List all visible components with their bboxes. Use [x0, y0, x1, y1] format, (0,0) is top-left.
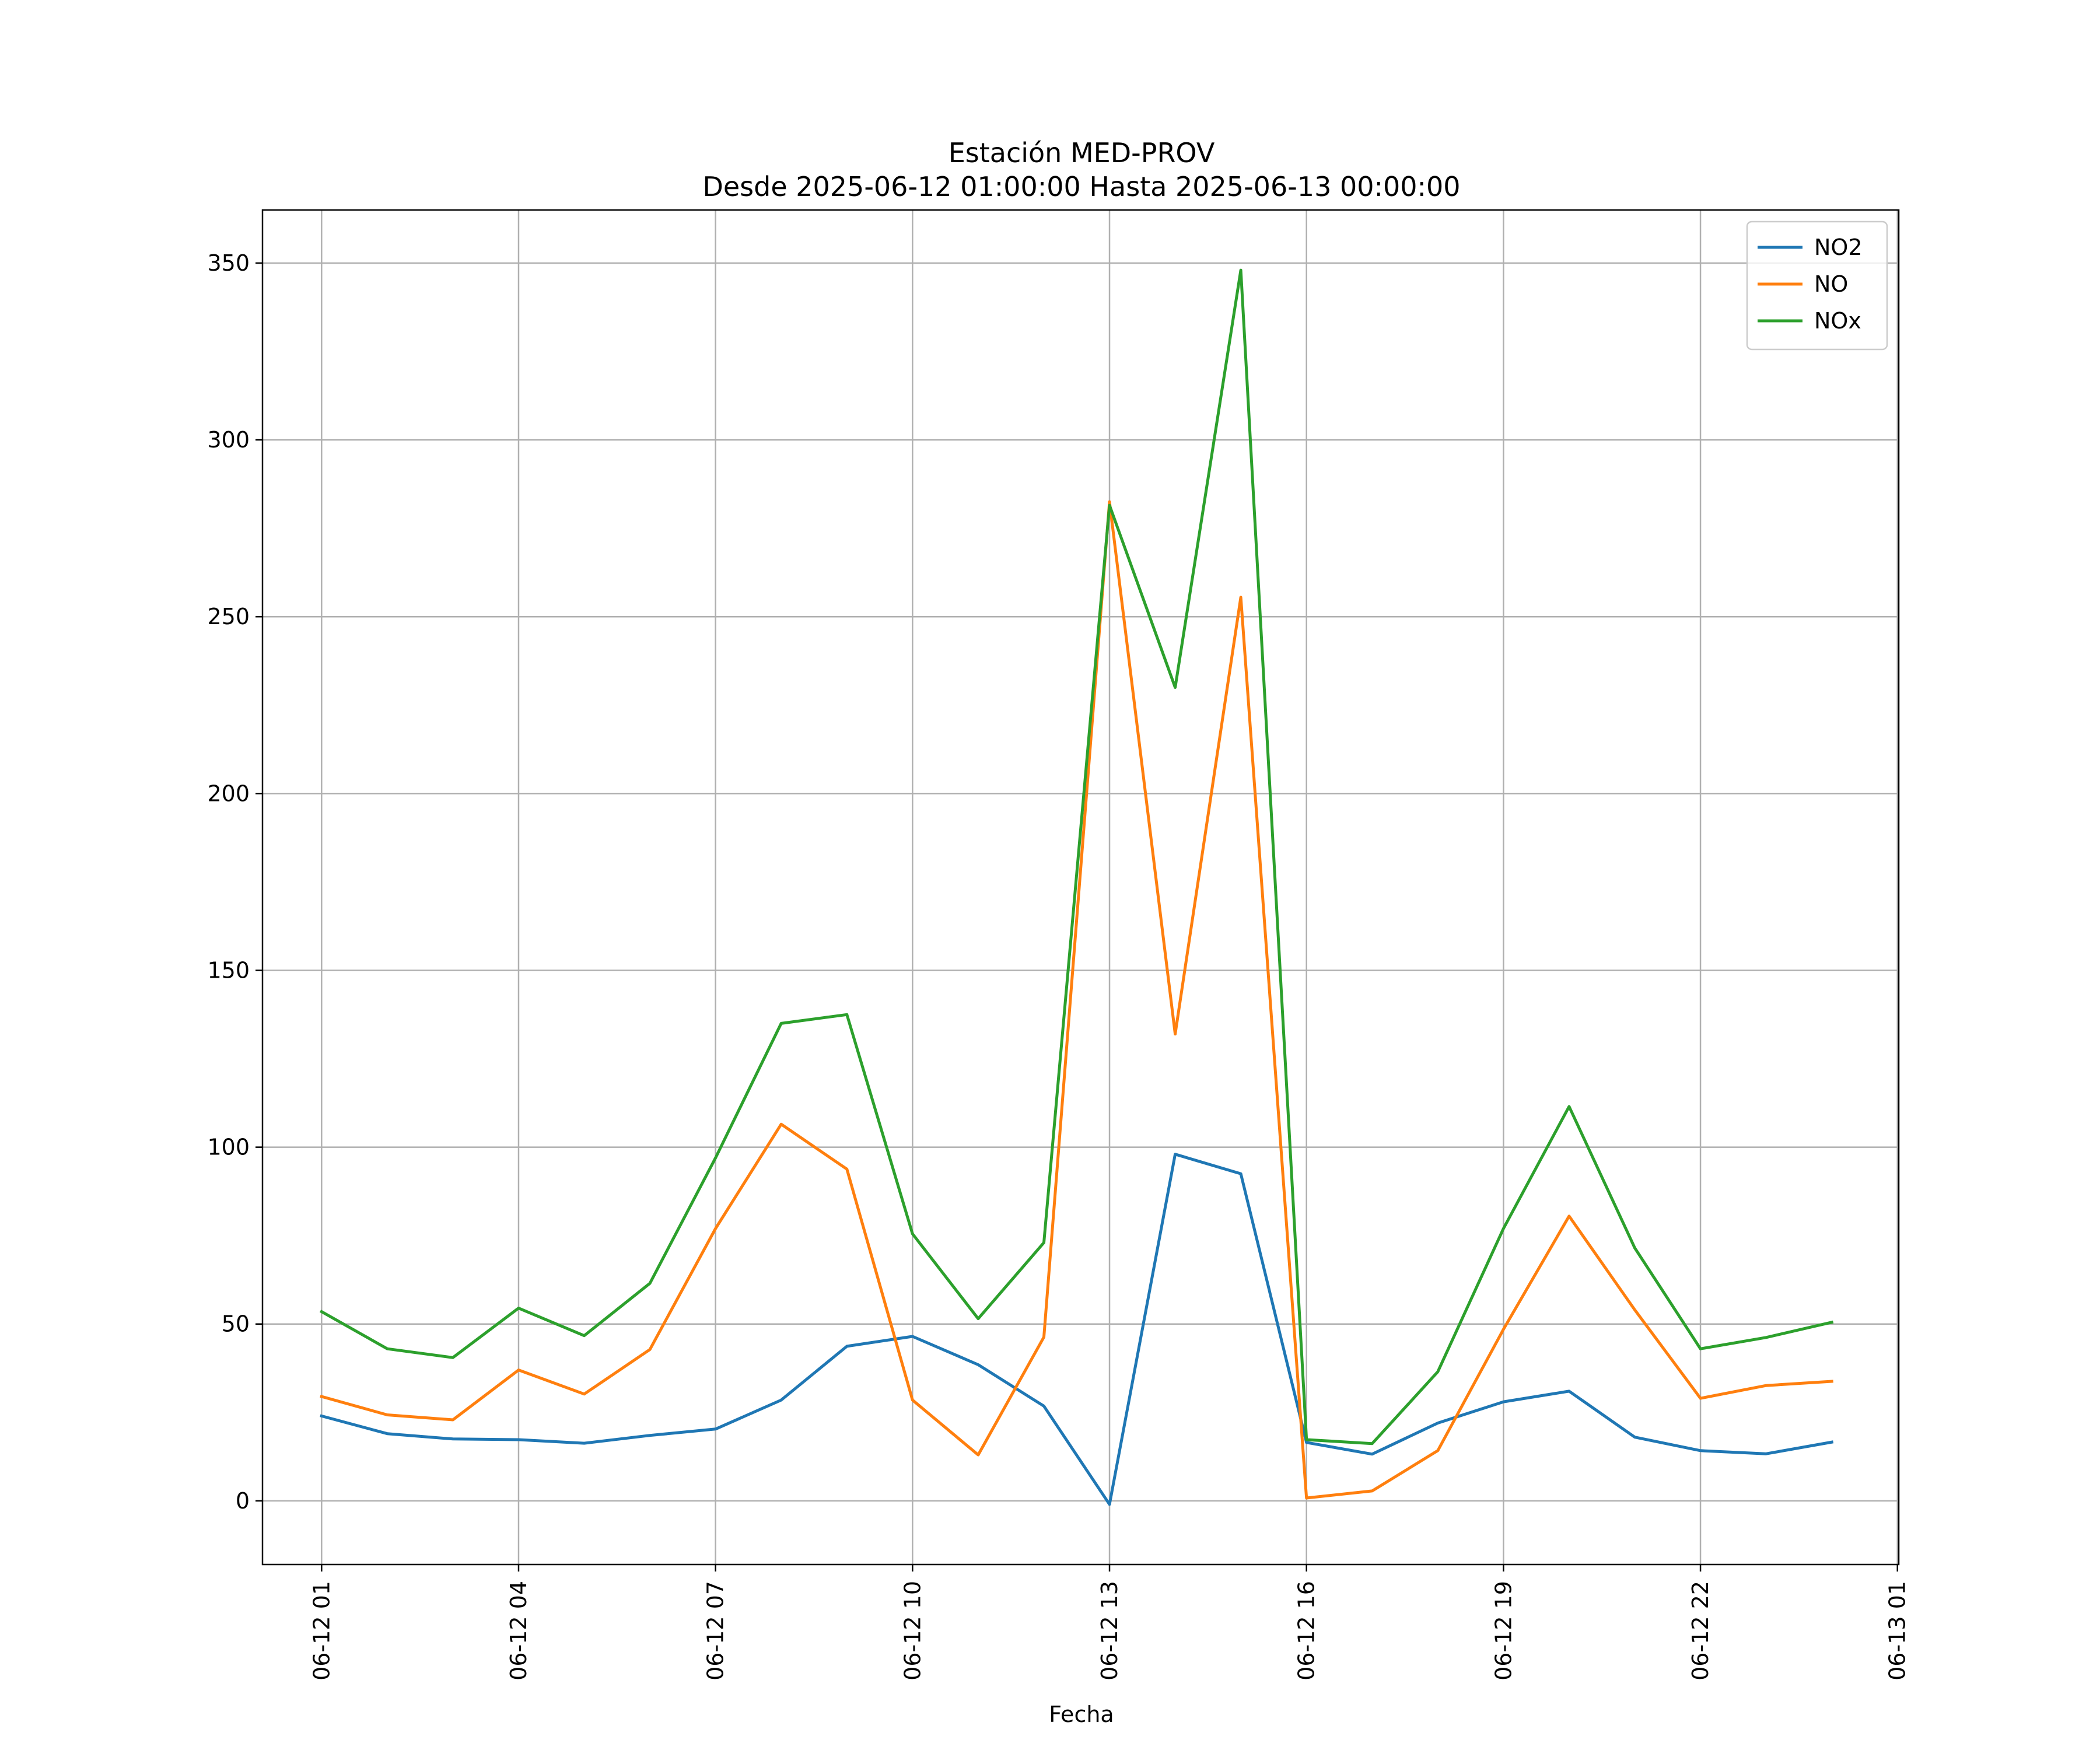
x-tick-label: 06-12 16 [1294, 1581, 1320, 1681]
grid [262, 210, 1899, 1564]
y-tick-label: 100 [207, 1135, 250, 1160]
axes-frame [261, 209, 1900, 1566]
legend-label-nox: NOx [1814, 308, 1861, 334]
series-line-no2 [320, 1153, 1834, 1506]
x-tick-label: 06-12 19 [1490, 1581, 1516, 1681]
chart-title-line2: Desde 2025-06-12 01:00:00 Hasta 2025-06-… [702, 171, 1460, 202]
legend: NO2 NO NOx [1746, 220, 1888, 351]
y-tick-label: 350 [207, 250, 250, 276]
x-tick-label: 06-12 13 [1097, 1581, 1122, 1681]
y-tick-label: 250 [207, 604, 250, 629]
x-tick-label: 06-12 01 [309, 1581, 334, 1681]
chart-title-line1: Estación MED-PROV [949, 137, 1215, 169]
y-tick-label: 50 [222, 1311, 250, 1337]
x-axis-label: Fecha [1049, 1702, 1114, 1727]
y-tick-label: 200 [207, 780, 250, 806]
x-tick-label: 06-12 07 [703, 1581, 729, 1681]
x-tick-label: 06-12 22 [1688, 1581, 1713, 1681]
x-tick-label: 06-12 04 [506, 1581, 531, 1681]
y-tick-label: 150 [207, 957, 250, 983]
series-line-no [320, 500, 1833, 1500]
x-tick-label: 06-12 10 [900, 1581, 925, 1681]
legend-label-no: NO [1814, 271, 1848, 297]
series-group [319, 268, 1834, 1506]
y-tick-label: 0 [236, 1488, 250, 1514]
y-axis: 0 50 100 150 200 250 300 350 [207, 250, 262, 1514]
y-tick-label: 300 [207, 427, 250, 453]
x-axis: 06-12 01 06-12 04 06-12 07 06-12 10 06-12 13… [309, 1564, 1910, 1681]
legend-box [1746, 220, 1888, 351]
series-line-nox [319, 268, 1834, 1446]
x-tick-label: 06-13 01 [1885, 1581, 1910, 1681]
legend-label-no2: NO2 [1814, 235, 1863, 260]
